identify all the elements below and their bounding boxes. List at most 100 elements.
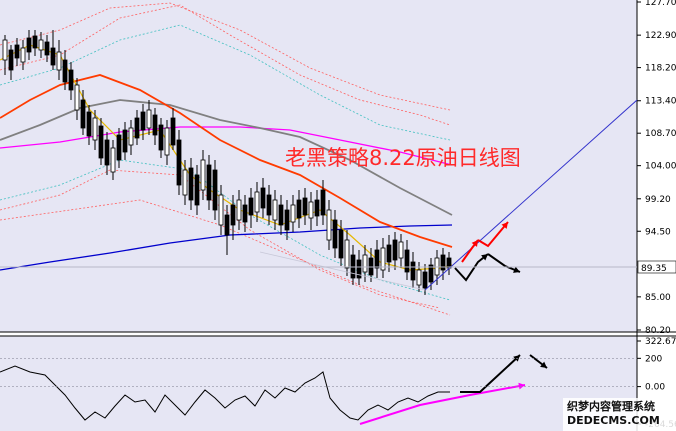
candle-body xyxy=(62,59,68,83)
price-tick-label: 122.90 xyxy=(645,31,676,41)
candle-body xyxy=(380,247,386,271)
candle-body xyxy=(416,269,422,286)
candle-body xyxy=(206,164,212,201)
candle-body xyxy=(194,174,200,206)
candle-body xyxy=(50,47,56,66)
arrow-black-indicator-down-head xyxy=(540,361,547,368)
price-tick-label: 127.70 xyxy=(645,0,676,8)
candle-body xyxy=(122,129,128,153)
candle-body xyxy=(182,169,188,196)
candle-body xyxy=(260,187,266,209)
candle-body xyxy=(8,49,14,71)
candle-body xyxy=(422,271,428,289)
candle-body xyxy=(398,241,404,259)
candle-body xyxy=(278,204,284,226)
candle-body xyxy=(86,111,92,137)
arrow-black-1 xyxy=(454,253,489,282)
candle-body xyxy=(68,69,74,91)
candle-body xyxy=(212,169,218,211)
arrow-black-2-head xyxy=(513,266,520,273)
candle-body xyxy=(38,39,44,51)
arrow-black-1-head xyxy=(481,254,488,261)
arrow-red-up-2 xyxy=(477,221,509,248)
candle-body xyxy=(20,47,26,63)
envelope-band xyxy=(0,2,451,111)
watermark-url: DEDECMS.COM xyxy=(567,414,660,427)
indicator-series xyxy=(0,365,450,421)
candle-body xyxy=(284,209,290,231)
candle-body xyxy=(44,41,50,56)
candle-body xyxy=(272,199,278,221)
indicator-panel xyxy=(0,336,637,431)
candle-body xyxy=(302,197,308,216)
candle-body xyxy=(98,125,104,159)
price-panel xyxy=(0,0,637,332)
envelope-band xyxy=(0,24,451,141)
oscillator-line xyxy=(0,365,450,421)
price-tick-label: 85.00 xyxy=(645,293,671,303)
arrow-magenta xyxy=(359,384,526,425)
candle-body xyxy=(440,254,446,271)
candle-body xyxy=(170,117,176,146)
candle-body xyxy=(248,197,254,216)
ma-mid-line xyxy=(0,74,453,248)
candle-body xyxy=(200,159,206,191)
candle-body xyxy=(362,254,368,273)
candle-body xyxy=(254,191,260,213)
price-tick-label: 108.70 xyxy=(645,129,676,139)
envelope-band xyxy=(0,4,451,126)
candle-body xyxy=(164,127,170,156)
candle-body xyxy=(92,117,98,141)
candle-body xyxy=(218,194,224,226)
arrow-red-up-2-head xyxy=(501,222,508,229)
watermark-text: 织梦内容管理系统 xyxy=(567,399,655,413)
trend-lines xyxy=(259,99,638,291)
candle-body xyxy=(356,259,362,279)
candle-body xyxy=(296,199,302,219)
candle-body xyxy=(290,204,296,223)
ma-slow-line xyxy=(0,99,453,216)
price-tick-label: 80.20 xyxy=(645,326,671,336)
candle-body xyxy=(344,239,350,269)
price-tick-label: 94.50 xyxy=(645,227,671,237)
candle-body xyxy=(176,139,182,186)
price-tick-label: 99.20 xyxy=(645,195,671,205)
candle-body xyxy=(374,249,380,269)
indicator-tick-label: 200 xyxy=(645,354,662,364)
price-tick-label: 118.20 xyxy=(645,64,676,74)
price-tick-label: 104.00 xyxy=(645,162,676,172)
candle-body xyxy=(146,109,152,129)
candle-body xyxy=(26,37,32,53)
indicator-tick-label: 0.00 xyxy=(645,383,665,393)
candle-body xyxy=(224,214,230,236)
watermark-box xyxy=(563,398,676,431)
candle-body xyxy=(332,219,338,249)
candle-body xyxy=(320,189,326,216)
candle-body xyxy=(386,244,392,263)
candle-body xyxy=(158,124,164,151)
candle-body xyxy=(188,167,194,201)
candle-body xyxy=(404,249,410,273)
candle-body xyxy=(314,199,320,217)
candle-body xyxy=(308,201,314,219)
envelope-band xyxy=(0,159,451,301)
candle-body xyxy=(14,44,20,59)
candle-body xyxy=(134,117,140,139)
arrow-magenta-head xyxy=(518,382,525,390)
candle-body xyxy=(152,114,158,136)
support-line xyxy=(259,251,426,291)
candle-body xyxy=(2,39,8,61)
candle-body xyxy=(80,99,86,129)
candle-body xyxy=(338,229,344,259)
candle-body xyxy=(104,139,110,166)
indicator-tick-label: 322.670 xyxy=(645,337,676,347)
candle-body xyxy=(230,204,236,226)
candle-body xyxy=(242,204,248,223)
candle-body xyxy=(140,111,146,131)
candle-body xyxy=(56,51,62,71)
candle-body xyxy=(116,134,122,161)
candle-body xyxy=(410,261,416,281)
chart-title: 老黑策略8.22原油日线图 xyxy=(285,146,521,170)
